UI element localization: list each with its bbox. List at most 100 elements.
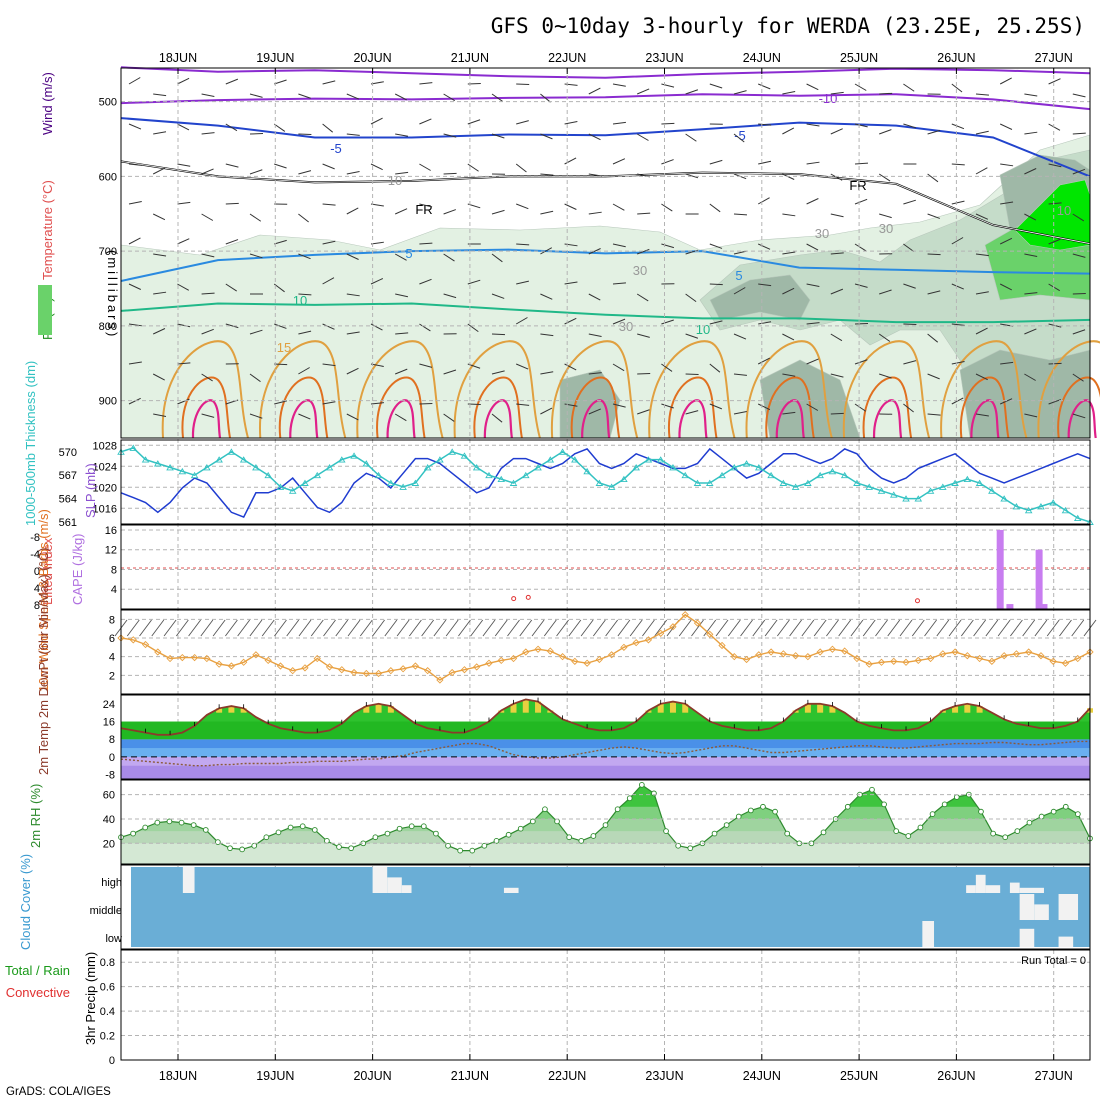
wind-barb	[201, 253, 215, 258]
wind-speed-point	[841, 647, 849, 655]
wind-barb	[491, 333, 506, 336]
wind-barb	[830, 213, 844, 218]
contour-label: 10	[388, 173, 402, 188]
wind-barb-10m	[458, 619, 471, 637]
wind-tick: 2	[109, 670, 115, 682]
wind-barb	[757, 403, 771, 411]
wind-barb-10m	[642, 619, 655, 637]
precip-ylabel: 3hr Precip (mm)	[83, 952, 98, 1045]
isotherm-15-loop	[648, 340, 736, 439]
date-label-bottom: 23JUN	[645, 1069, 683, 1083]
wind-barb	[419, 163, 431, 171]
isotherm-25-loop	[872, 399, 903, 439]
rh-point	[324, 838, 330, 844]
wind-barb	[1000, 361, 1014, 365]
wind-barb	[975, 93, 989, 96]
wind-barb	[128, 163, 142, 166]
temp-warm-cap	[964, 703, 971, 713]
wind-barb	[637, 212, 651, 215]
thickness-tick: 564	[59, 494, 77, 506]
wind-barb	[201, 413, 215, 418]
wind-barb	[975, 167, 988, 175]
wind-barb	[394, 413, 407, 422]
rh-point	[929, 811, 936, 817]
rh-point	[251, 842, 258, 849]
wind-barb	[806, 358, 819, 365]
date-label-bottom: 27JUN	[1035, 1069, 1073, 1083]
wind-barb	[153, 131, 167, 135]
wind-barb	[588, 372, 602, 375]
isotherm-20-loop	[376, 376, 426, 439]
wind-barb	[177, 238, 190, 245]
rh-point	[905, 833, 912, 839]
thickness-point	[767, 471, 775, 479]
wind-barb	[274, 323, 287, 329]
wind-barb-10m	[323, 619, 336, 637]
rh-point	[578, 838, 585, 844]
wind-barb-10m	[776, 619, 790, 637]
rh-tick: 40	[103, 814, 115, 826]
wind-barb	[249, 253, 263, 259]
wind-barb	[612, 363, 625, 372]
slp-ylabel: SLP (mb)	[83, 463, 98, 518]
wind-barb	[467, 279, 481, 285]
wind-barb	[709, 363, 721, 373]
rh-point	[844, 803, 851, 810]
wind-barb-10m	[568, 619, 582, 637]
wind-speed-point	[681, 611, 689, 619]
rh-point	[1062, 803, 1069, 810]
date-label-top: 26JUN	[937, 51, 975, 65]
wind-speed-point	[1012, 650, 1021, 658]
wind-speed-point	[767, 648, 775, 656]
temp-warm-cap	[522, 699, 529, 713]
rh-point	[953, 794, 960, 800]
wind-ylabel: 10m Wind Speed & Barbs (m/s)	[36, 509, 51, 692]
wind-barb	[249, 93, 263, 98]
wind-barb-10m	[887, 619, 901, 637]
wind-barb	[637, 88, 650, 95]
wind-barb	[298, 170, 312, 175]
rh-point	[348, 845, 354, 852]
wind-barb	[830, 333, 843, 342]
rh-point	[190, 822, 197, 828]
wind-barb	[975, 327, 988, 335]
rh-point	[590, 833, 597, 839]
wind-barb	[709, 243, 723, 249]
wind-speed-point	[534, 645, 542, 653]
wind-barb	[491, 133, 505, 139]
isotherm-20-loop	[862, 376, 913, 439]
rh-point	[638, 782, 645, 788]
wind-speed-point	[877, 658, 886, 666]
rh-point	[772, 808, 778, 815]
wind-barb	[999, 237, 1013, 245]
wind-barb	[637, 409, 650, 415]
wind-barb	[637, 248, 650, 255]
wind-barb	[201, 213, 214, 221]
wind-barb	[927, 333, 939, 343]
slp-tick: 1024	[93, 461, 117, 473]
wind-barb	[225, 323, 239, 329]
wind-barb	[661, 83, 675, 88]
wind-barb	[153, 93, 167, 97]
wind-barb	[177, 201, 191, 205]
thickness-point	[313, 471, 322, 479]
wind-barb	[443, 369, 457, 375]
wind-barb	[879, 92, 893, 95]
wind-barb-10m	[813, 619, 827, 637]
precip-total-label: Total / Rain	[5, 963, 70, 978]
wind-barb	[395, 171, 409, 175]
isotherm-15-loop	[453, 340, 541, 439]
wind-barb	[637, 333, 650, 338]
wind-barb	[152, 213, 166, 221]
wind-barb	[1048, 362, 1062, 365]
date-label-bottom: 18JUN	[159, 1069, 197, 1083]
cape-tick: 4	[111, 584, 117, 596]
wind-barb	[1024, 213, 1037, 221]
wind-speed-point	[902, 658, 910, 666]
date-label-top: 21JUN	[451, 51, 489, 65]
wind-barb	[516, 280, 529, 285]
wind-barb	[467, 119, 481, 125]
wind-barb-10m	[801, 619, 815, 637]
wind-barb	[879, 373, 892, 379]
wind-barb	[661, 122, 675, 125]
